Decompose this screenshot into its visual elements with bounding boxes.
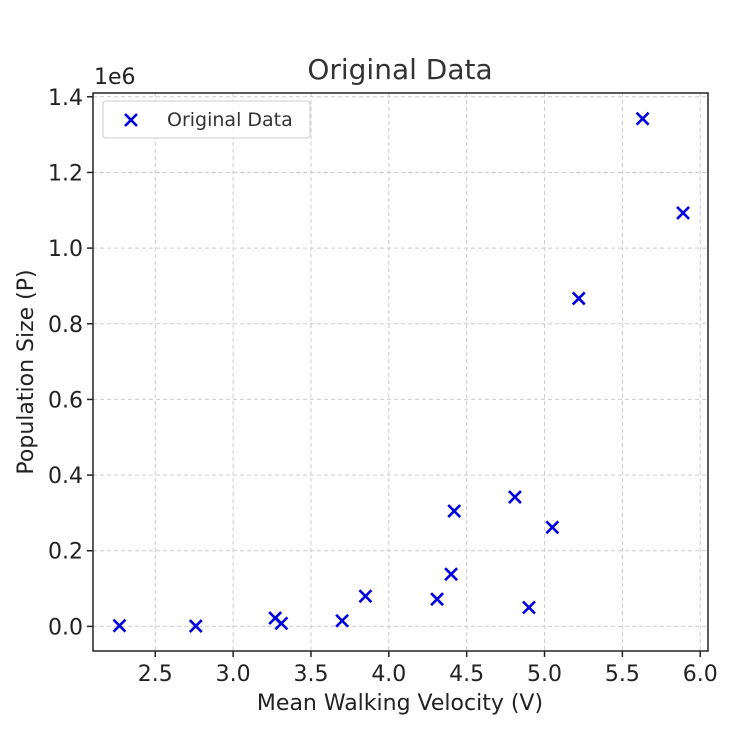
legend-entry-original-data: Original Data [167, 109, 293, 131]
x-tick-label: 5.0 [527, 662, 562, 687]
data-point [335, 613, 350, 628]
data-point [522, 600, 536, 615]
x-tick-label: 3.5 [293, 662, 328, 687]
x-axis-label: Mean Walking Velocity (V) [257, 691, 543, 716]
x-tick-label: 3.0 [216, 662, 251, 687]
legend-box [102, 100, 311, 139]
y-tick-label: 0.0 [48, 615, 83, 640]
grid-lines [93, 93, 708, 651]
data-point [358, 589, 373, 604]
data-point [545, 520, 560, 535]
plot-frame [92, 92, 709, 652]
data-point [188, 619, 203, 633]
data-point [112, 618, 127, 633]
data-point [635, 111, 650, 126]
x-tick-label: 5.5 [605, 662, 640, 687]
y-tick-label: 0.8 [48, 313, 83, 338]
legend-marker-x [124, 113, 138, 127]
x-tick-label: 2.5 [138, 662, 173, 687]
y-tick-label: 0.2 [48, 540, 83, 565]
y-tick-label: 1.2 [48, 161, 83, 186]
chart-title: Original Data [307, 53, 492, 86]
y-tick-label: 0.4 [48, 464, 83, 489]
x-tick-label: 6.0 [683, 662, 718, 687]
y-tick-label: 1.4 [48, 86, 83, 111]
x-tick-label: 4.0 [371, 662, 406, 687]
x-tick-label: 4.5 [449, 662, 484, 687]
data-point [444, 567, 459, 582]
y-tick-label: 0.6 [48, 388, 83, 413]
y-axis-label: Population Size (P) [14, 269, 39, 474]
data-points [112, 111, 691, 633]
y-axis-offset-label: 1e6 [94, 65, 136, 90]
axis-ticks [87, 96, 701, 657]
legend-marker-glyph [124, 113, 138, 127]
data-point [571, 291, 586, 306]
y-tick-label: 1.0 [48, 237, 83, 262]
legend: Original Data [102, 100, 311, 139]
data-point [508, 490, 522, 504]
data-point [274, 616, 289, 631]
data-point [430, 592, 445, 607]
data-point [447, 504, 462, 518]
data-point [676, 206, 691, 220]
